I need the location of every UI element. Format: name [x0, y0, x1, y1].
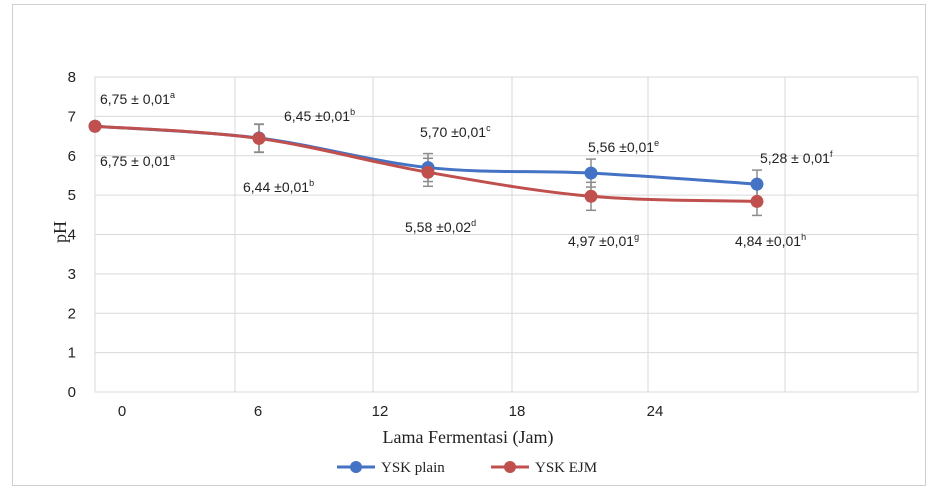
data-label-0-2: 5,70 ±0,01c	[420, 123, 491, 140]
data-label-0-3: 5,56 ±0,01e	[588, 138, 659, 155]
series-points	[88, 119, 764, 208]
y-tick-label-1: 1	[68, 345, 76, 362]
data-point-0-4	[750, 177, 764, 191]
x-tick-label-12: 12	[372, 403, 389, 420]
data-label-0-4: 5,28 ± 0,01f	[760, 149, 833, 166]
x-tick-label-24: 24	[647, 403, 664, 420]
gridlines	[94, 76, 919, 393]
y-tick-label-5: 5	[68, 187, 76, 204]
data-label-0-0: 6,75 ± 0,01a	[100, 90, 175, 107]
x-tick-label-6: 6	[254, 403, 262, 420]
data-point-1-3	[584, 189, 598, 203]
legend-item-ysk-plain: YSK plain	[337, 460, 445, 476]
data-point-1-0	[88, 119, 102, 133]
legend-item-ysk-ejm: YSK EJM	[491, 460, 597, 476]
x-tick-label-18: 18	[509, 403, 526, 420]
y-axis-title: pH	[50, 221, 70, 243]
data-label-1-1: 6,44 ±0,01b	[243, 178, 314, 195]
legend: YSK plain YSK EJM	[337, 460, 597, 476]
legend-marker-ysk-plain	[350, 461, 362, 473]
y-tick-label-6: 6	[68, 148, 76, 165]
legend-label-ysk-ejm: YSK EJM	[535, 460, 597, 476]
data-point-1-1	[252, 131, 266, 145]
y-tick-label-3: 3	[68, 266, 76, 283]
y-tick-label-2: 2	[68, 305, 76, 322]
chart-frame	[12, 4, 926, 486]
data-label-0-1: 6,45 ±0,01b	[284, 107, 355, 124]
x-tick-labels: 0 6 12 18 24	[118, 403, 664, 420]
y-tick-label-4: 4	[68, 227, 76, 244]
data-label-1-3: 4,97 ±0,01g	[568, 232, 639, 249]
y-tick-labels: 0 1 2 3 4 5 6 7 8	[68, 69, 76, 401]
y-tick-label-0: 0	[68, 384, 76, 401]
data-label-1-2: 5,58 ±0,02d	[405, 218, 476, 235]
legend-marker-ysk-ejm	[504, 461, 516, 473]
data-labels: 6,75 ± 0,01a 6,45 ±0,01b 5,70 ±0,01c 5,56 ±…	[100, 90, 833, 249]
data-point-1-2	[421, 165, 435, 179]
y-tick-label-7: 7	[68, 108, 76, 125]
y-tick-label-8: 8	[68, 69, 76, 86]
data-point-0-3	[584, 166, 598, 180]
data-point-1-4	[750, 194, 764, 208]
legend-label-ysk-plain: YSK plain	[381, 460, 445, 476]
data-label-1-0: 6,75 ± 0,01a	[100, 152, 175, 169]
x-tick-label-0: 0	[118, 403, 126, 420]
x-axis-title: Lama Fermentasi (Jam)	[383, 427, 554, 448]
data-label-1-4: 4,84 ±0,01h	[735, 232, 806, 249]
